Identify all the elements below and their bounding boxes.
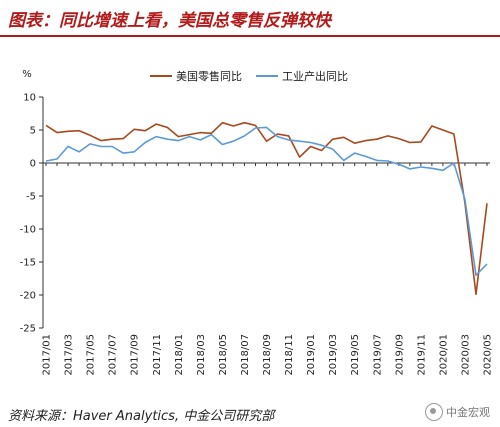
x-tick-label: 2019/05 xyxy=(350,334,361,376)
x-tick-label: 2019/07 xyxy=(372,334,383,376)
x-tick-label: 2020/05 xyxy=(483,334,494,376)
title-divider xyxy=(0,35,500,37)
y-tick-label: -20 xyxy=(20,291,36,302)
x-tick-label: 2017/05 xyxy=(86,334,97,376)
series-line-1 xyxy=(45,126,488,277)
series-line-0 xyxy=(45,121,488,296)
x-tick-label: 2018/03 xyxy=(196,334,207,376)
y-tick-label: 10 xyxy=(23,93,36,104)
chart-legend: 美国零售同比 工业产出同比 xyxy=(150,69,348,83)
x-tick-label: 2018/09 xyxy=(262,334,273,376)
wechat-icon xyxy=(425,403,443,421)
x-tick-label: 2018/07 xyxy=(240,334,251,376)
y-tick-label: 0 xyxy=(30,159,36,170)
y-tick-label: -5 xyxy=(26,192,36,203)
series-lines xyxy=(45,121,488,296)
x-tick-label: 2020/01 xyxy=(438,334,449,376)
x-tick-label: 2017/03 xyxy=(64,334,75,376)
chart-title: 图表：同比增速上看，美国总零售反弹较快 xyxy=(8,11,331,31)
x-tick-label: 2018/01 xyxy=(174,334,185,376)
x-tick-label: 2018/11 xyxy=(284,334,295,376)
x-tick-label: 2017/11 xyxy=(152,334,163,376)
y-tick-label: 5 xyxy=(30,126,36,137)
y-tick-label: -15 xyxy=(20,258,36,269)
y-tick-label: -25 xyxy=(20,324,36,335)
x-tick-label: 2019/09 xyxy=(394,334,405,376)
x-tick-label: 2018/05 xyxy=(218,334,229,376)
legend-label-0: 美国零售同比 xyxy=(176,69,242,83)
y-axis-unit: % xyxy=(22,69,32,80)
x-tick-label: 2019/01 xyxy=(306,334,317,376)
y-tick-labels: 10 5 0 -5 -10 -15 -20 -25% xyxy=(20,69,36,335)
watermark: 中金宏观 xyxy=(425,403,490,421)
source-note: 资料来源：Haver Analytics, 中金公司研究部 xyxy=(8,409,275,424)
x-tick-label: 2020/03 xyxy=(460,334,471,376)
x-tick-label: 2017/09 xyxy=(130,334,141,376)
watermark-text: 中金宏观 xyxy=(446,406,490,419)
legend-label-1: 工业产出同比 xyxy=(282,69,348,83)
x-tick-label: 2019/03 xyxy=(328,334,339,376)
x-tick-labels: 2017/01 2017/03 2017/05 2017/07 2017/09 2017/… xyxy=(42,334,494,376)
x-tick-label: 2019/11 xyxy=(416,334,427,376)
y-tick-label: -10 xyxy=(20,225,36,236)
chart-axes xyxy=(39,96,490,329)
x-tick-label: 2017/01 xyxy=(42,334,53,376)
x-tick-label: 2017/07 xyxy=(108,334,119,376)
